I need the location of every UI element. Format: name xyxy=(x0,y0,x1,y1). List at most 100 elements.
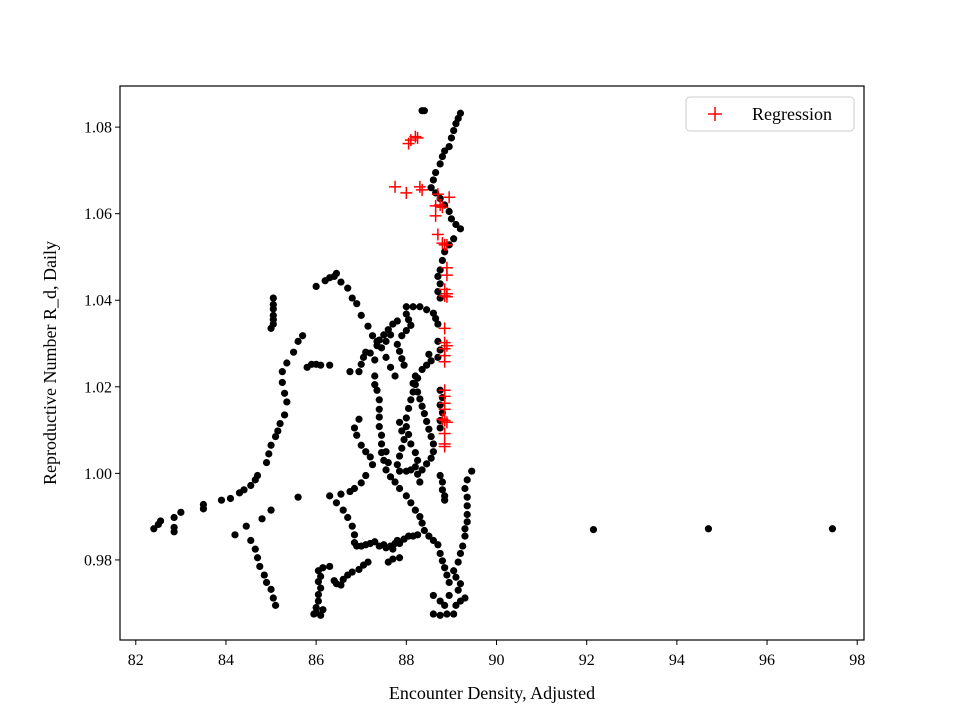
data-point xyxy=(429,591,437,600)
data-point xyxy=(269,294,277,302)
x-tick-label: 86 xyxy=(308,652,324,669)
data-point xyxy=(332,499,341,507)
data-point xyxy=(262,458,271,467)
data-point xyxy=(438,256,446,265)
data-point xyxy=(404,404,413,413)
regression-point xyxy=(438,440,451,453)
data-point xyxy=(371,538,379,546)
data-marks xyxy=(150,107,837,619)
data-point xyxy=(375,396,383,404)
regression-point xyxy=(440,416,453,429)
data-point xyxy=(454,558,462,566)
data-point xyxy=(314,567,322,575)
legend-box xyxy=(685,96,855,132)
data-point xyxy=(411,463,419,471)
data-point xyxy=(312,282,320,290)
data-point xyxy=(423,460,431,468)
data-point xyxy=(456,225,465,233)
data-point xyxy=(411,448,419,457)
data-point xyxy=(332,269,341,278)
data-point xyxy=(436,424,444,432)
data-point xyxy=(434,272,442,281)
data-point xyxy=(414,531,422,539)
y-tick-label: 0.98 xyxy=(84,552,112,569)
x-tick-label: 92 xyxy=(579,652,595,669)
data-point xyxy=(389,320,397,328)
data-point xyxy=(271,601,280,609)
y-tick-label: 1.08 xyxy=(84,120,112,137)
data-point xyxy=(357,311,365,319)
data-point xyxy=(425,425,433,433)
data-point xyxy=(177,508,185,516)
data-point xyxy=(447,215,456,223)
data-point xyxy=(407,440,415,448)
data-point xyxy=(389,545,397,553)
regression-point xyxy=(438,322,451,335)
data-point xyxy=(371,381,379,389)
data-point xyxy=(436,549,444,558)
data-point xyxy=(357,479,365,487)
plot-frame xyxy=(119,85,865,641)
data-point xyxy=(253,471,262,480)
x-tick-label: 90 xyxy=(489,652,505,669)
data-point xyxy=(398,444,406,452)
data-point xyxy=(373,386,381,394)
data-point xyxy=(337,581,345,589)
data-point xyxy=(280,389,289,397)
legend-marker-regression xyxy=(708,107,722,121)
data-point xyxy=(382,448,390,456)
data-point xyxy=(276,419,284,428)
data-point xyxy=(348,522,356,530)
regression-point xyxy=(436,201,449,214)
data-point xyxy=(283,398,291,406)
data-point xyxy=(260,571,268,579)
data-point xyxy=(267,585,275,593)
data-point xyxy=(404,316,413,324)
data-point xyxy=(411,506,419,514)
data-point xyxy=(269,311,277,319)
data-point xyxy=(317,584,325,592)
data-point xyxy=(353,300,361,308)
regression-point xyxy=(438,427,451,440)
data-point xyxy=(199,500,208,509)
data-point xyxy=(395,418,404,426)
data-point xyxy=(443,610,451,618)
data-point xyxy=(377,440,386,448)
data-point xyxy=(436,597,444,605)
data-point xyxy=(267,506,275,514)
y-axis-title: Reproductive Number R_d, Daily xyxy=(40,241,60,485)
data-point xyxy=(217,496,226,504)
data-point xyxy=(398,332,406,340)
data-point xyxy=(310,610,318,618)
data-point xyxy=(262,578,271,587)
data-point xyxy=(589,526,598,534)
x-tick-label: 82 xyxy=(128,652,144,669)
data-point xyxy=(443,571,451,579)
data-point xyxy=(366,453,374,461)
regression-point xyxy=(400,186,413,199)
data-point xyxy=(429,610,437,618)
x-axis-ticks: 82 84 86 88 90 92 94 96 98 xyxy=(128,640,865,669)
data-point xyxy=(326,562,334,571)
data-point xyxy=(402,326,410,335)
data-point xyxy=(438,152,446,161)
data-point xyxy=(384,458,392,467)
data-point xyxy=(450,610,458,618)
legend-label-regression: Regression xyxy=(752,104,832,124)
data-point xyxy=(247,481,255,490)
data-point xyxy=(438,557,446,565)
data-point xyxy=(450,126,458,135)
data-point xyxy=(314,577,322,586)
data-point xyxy=(416,395,424,403)
data-point xyxy=(271,432,280,441)
data-point xyxy=(423,361,431,369)
data-point xyxy=(382,353,390,361)
data-point xyxy=(432,314,440,323)
data-point xyxy=(375,405,383,413)
data-point xyxy=(294,337,302,345)
data-point xyxy=(436,401,444,409)
data-point xyxy=(326,492,334,500)
x-axis-title: Encounter Density, Adjusted xyxy=(389,683,595,703)
data-point xyxy=(418,402,426,410)
data-point xyxy=(407,499,415,507)
